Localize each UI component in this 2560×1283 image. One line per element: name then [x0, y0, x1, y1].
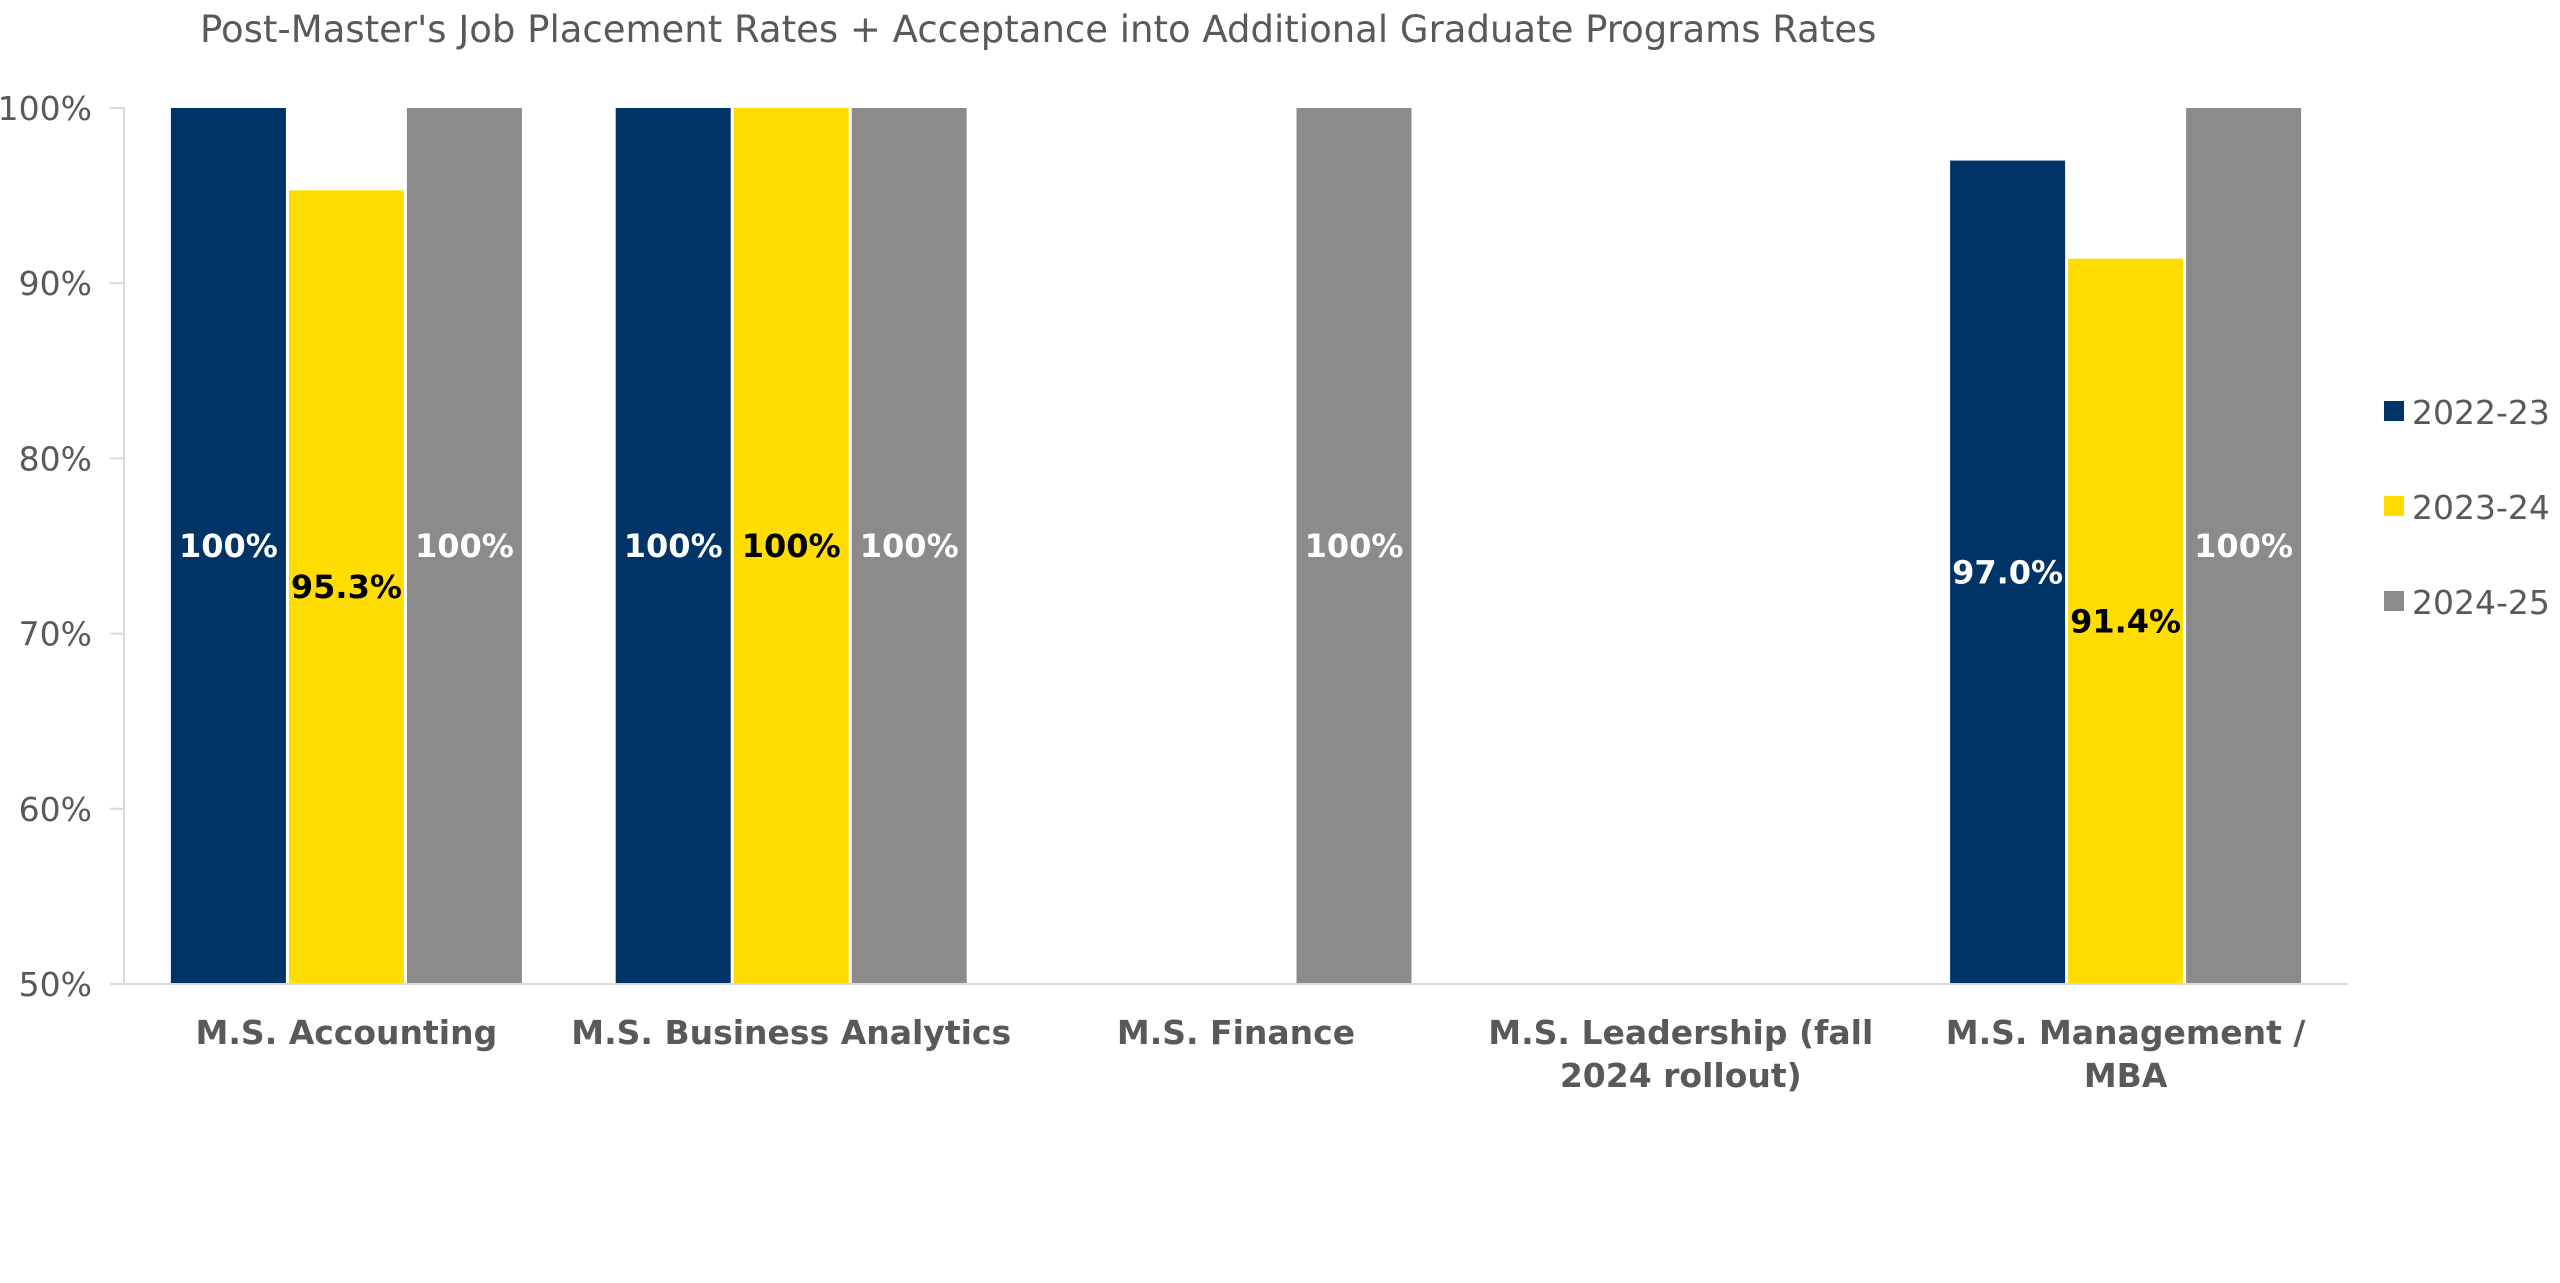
legend-label: 2024-25 — [2412, 583, 2550, 622]
data-labels: 100% 100% 97.0% 95.3% 100% 91.4% 100% 100% 100% 1… — [179, 527, 2293, 640]
data-label: 100% — [179, 527, 278, 565]
bar-2024-25 — [1296, 108, 1412, 984]
x-axis: M.S. Accounting M.S. Business Analytics M.… — [124, 983, 2348, 1095]
y-tick-label: 70% — [19, 615, 92, 654]
data-label: 100% — [624, 527, 723, 565]
x-category-label: M.S. Leadership (fall 2024 rollout) — [1488, 1013, 1873, 1095]
data-label: 100% — [860, 527, 959, 565]
y-axis: 50% 60% 70% 80% 90% 100% — [0, 89, 125, 1004]
legend-label: 2022-23 — [2412, 393, 2550, 432]
y-tick-label: 80% — [19, 439, 92, 478]
legend-swatch — [2384, 591, 2404, 611]
data-label: 95.3% — [291, 568, 402, 606]
bar-2023-24 — [288, 190, 404, 984]
legend-label: 2023-24 — [2412, 488, 2550, 527]
bar-2023-24 — [733, 108, 849, 984]
y-tick-label: 50% — [19, 965, 92, 1004]
data-label: 91.4% — [2070, 602, 2181, 640]
legend-swatch — [2384, 496, 2404, 516]
data-label: 100% — [2194, 527, 2293, 565]
data-label: 97.0% — [1952, 553, 2063, 591]
bar-2022-23 — [1950, 160, 2066, 984]
bar-2022-23 — [615, 108, 731, 984]
y-tick-label: 90% — [19, 264, 92, 303]
bar-2022-23 — [170, 108, 286, 984]
x-category-label: M.S. Management / MBA — [1946, 1013, 2307, 1095]
bars — [170, 108, 2302, 984]
chart-title: Post-Master's Job Placement Rates + Acce… — [200, 8, 1876, 51]
bar-2024-25 — [406, 108, 522, 984]
data-label: 100% — [415, 527, 514, 565]
y-tick-label: 100% — [0, 89, 92, 128]
y-tick-label: 60% — [19, 790, 92, 829]
x-category-label: M.S. Business Analytics — [571, 1013, 1011, 1052]
x-category-label: M.S. Accounting — [196, 1013, 498, 1052]
legend-swatch — [2384, 401, 2404, 421]
x-category-label: M.S. Finance — [1117, 1013, 1355, 1052]
data-label: 100% — [742, 527, 841, 565]
bar-2023-24 — [2068, 258, 2184, 984]
bar-2024-25 — [2186, 108, 2302, 984]
bar-2024-25 — [851, 108, 967, 984]
legend: 2022-23 2023-24 2024-25 — [2384, 393, 2550, 622]
data-label: 100% — [1305, 527, 1404, 565]
